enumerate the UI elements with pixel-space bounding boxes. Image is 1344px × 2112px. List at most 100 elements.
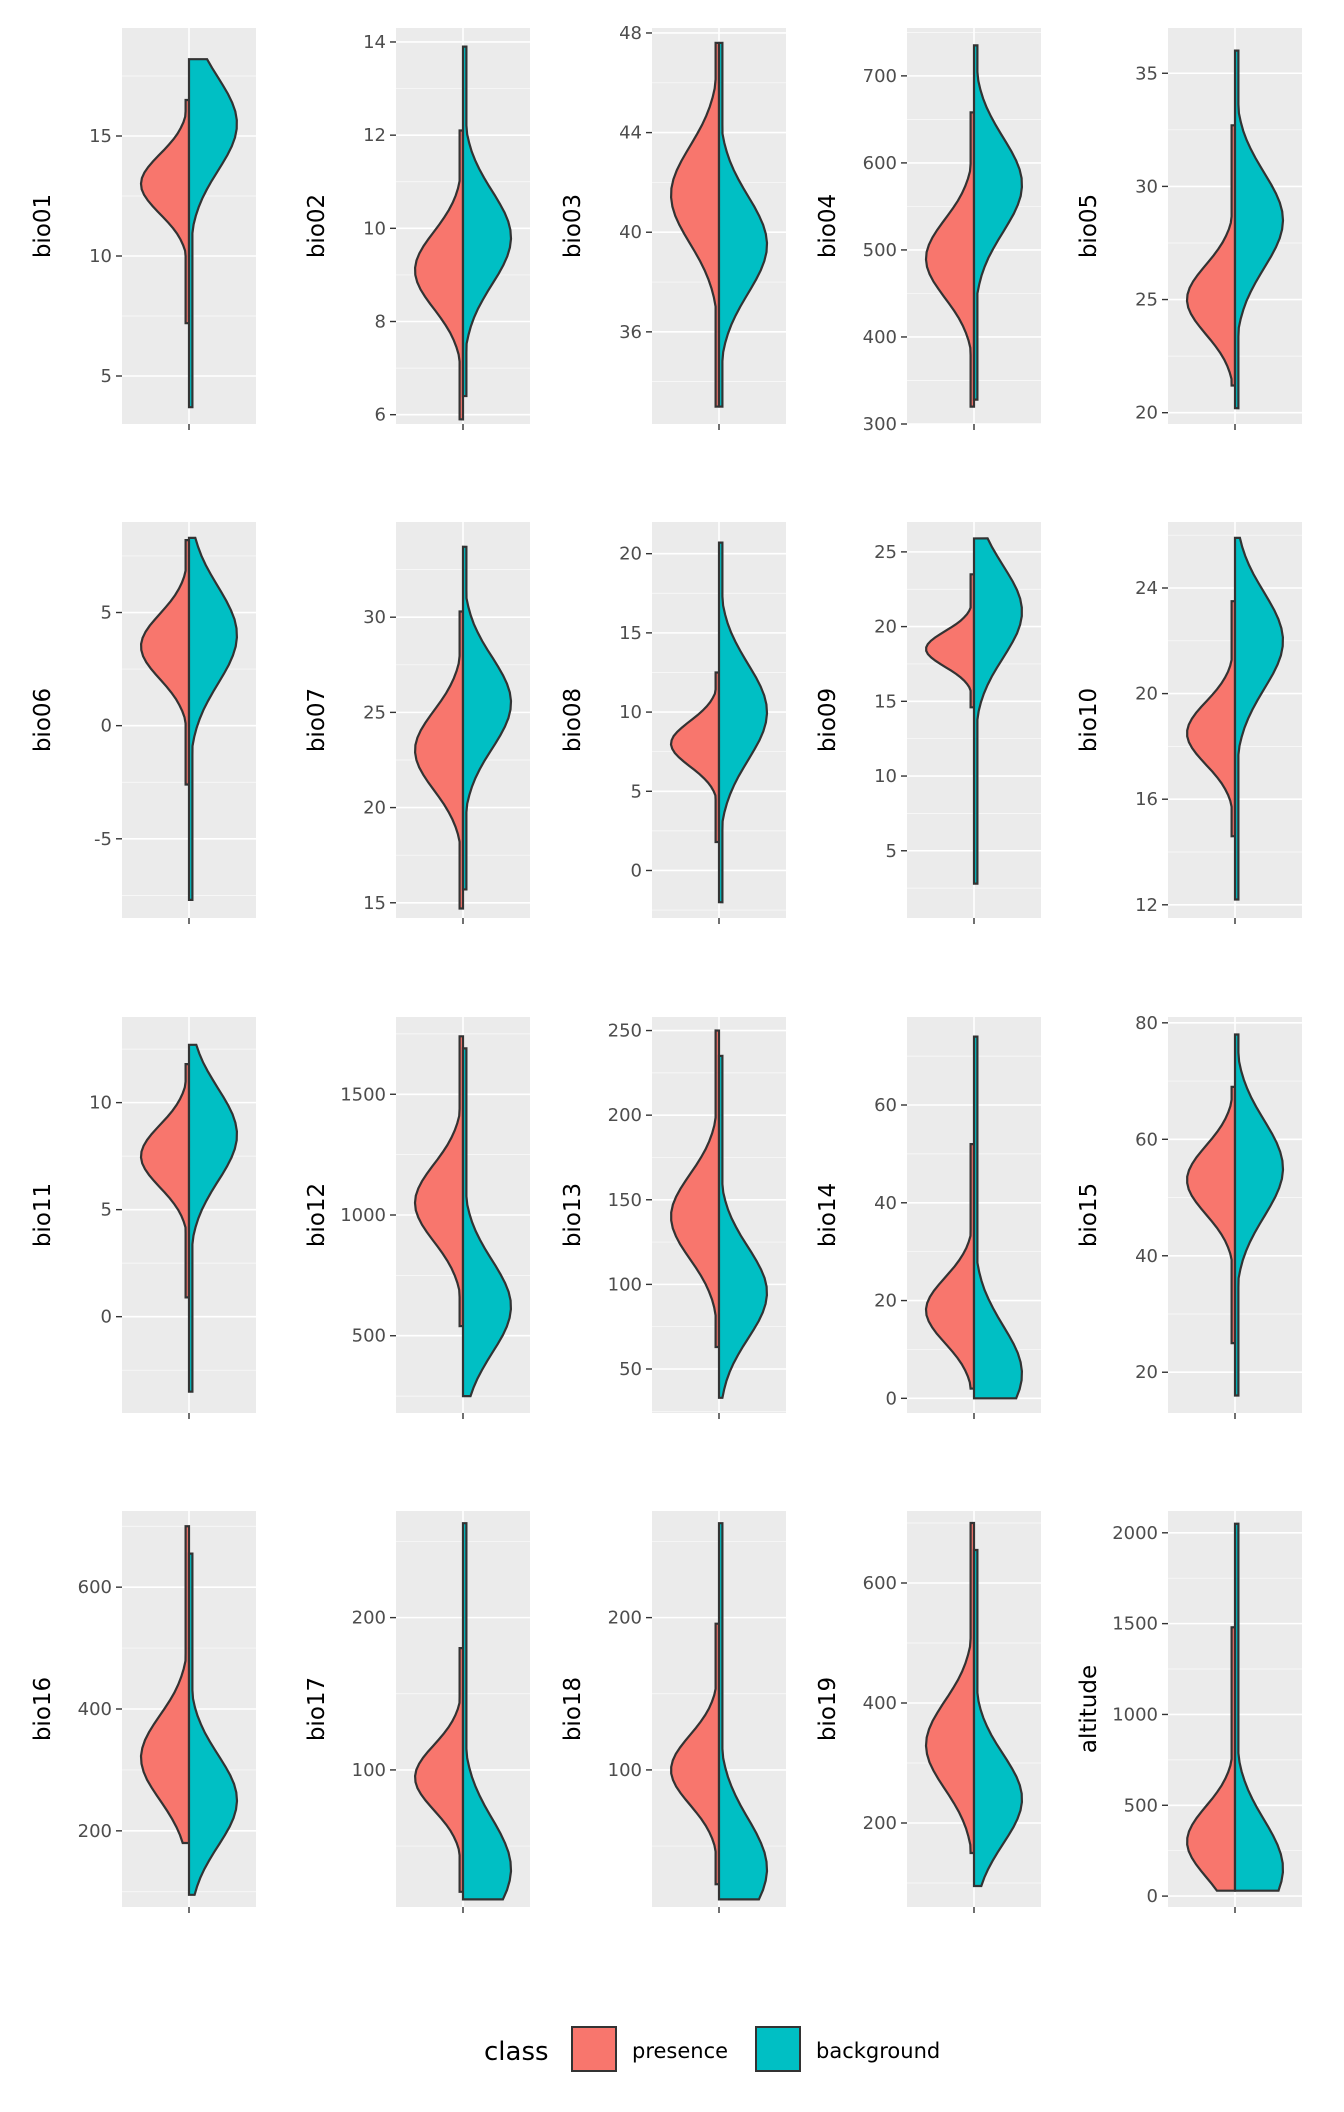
y-tick-label: 500 bbox=[352, 1326, 386, 1347]
panel-bio13: 50 100 150 200 250 bio13 bbox=[560, 1017, 786, 1419]
violin-presence-bio02 bbox=[413, 129, 465, 421]
y-tick-label: 200 bbox=[352, 1608, 386, 1629]
y-axis-title: bio06 bbox=[30, 688, 56, 752]
y-tick-label: 40 bbox=[874, 1193, 897, 1214]
violin-presence-bio12 bbox=[413, 1035, 465, 1328]
y-tick-label: 12 bbox=[1135, 895, 1158, 916]
y-axis-title: bio16 bbox=[30, 1677, 56, 1741]
y-tick-label: 5 bbox=[631, 781, 642, 802]
y-tick-label: 200 bbox=[863, 1813, 897, 1834]
y-tick-label: 200 bbox=[608, 1105, 642, 1126]
y-tick-label: 250 bbox=[608, 1021, 642, 1042]
y-axis-title: bio14 bbox=[815, 1183, 841, 1247]
y-tick-label: 200 bbox=[608, 1608, 642, 1629]
y-tick-label: 400 bbox=[863, 327, 897, 348]
y-axis-title: bio11 bbox=[30, 1183, 56, 1247]
y-tick-label: 0 bbox=[631, 860, 642, 881]
y-tick-label: 0 bbox=[101, 716, 112, 737]
y-tick-label: 15 bbox=[363, 893, 386, 914]
legend-label-presence: presence bbox=[632, 2039, 728, 2063]
y-tick-label: 30 bbox=[363, 607, 386, 628]
violin-background-bio14 bbox=[972, 1035, 1024, 1400]
y-tick-label: 48 bbox=[619, 23, 642, 44]
panel-bio03: 36 40 44 48 bio03 bbox=[560, 23, 786, 430]
y-tick-label: 8 bbox=[375, 312, 386, 333]
panel-bio07: 15 20 25 30 bio07 bbox=[304, 522, 530, 924]
panel-bio14: 0 20 40 60 bio14 bbox=[815, 1017, 1041, 1419]
y-tick-label: 60 bbox=[1135, 1129, 1158, 1150]
y-tick-label: 20 bbox=[1135, 403, 1158, 424]
panel-bio17: 100 200 bio17 bbox=[304, 1511, 530, 1913]
panel-bio05: 20 25 30 35 bio05 bbox=[1076, 28, 1302, 430]
panel-bio15: 20 40 60 80 bio15 bbox=[1076, 1013, 1302, 1419]
violin-background-bio08 bbox=[717, 541, 769, 904]
panel-bio11: 0 5 10 bio11 bbox=[30, 1017, 256, 1419]
y-tick-label: 10 bbox=[619, 702, 642, 723]
y-axis-title: bio05 bbox=[1076, 194, 1102, 258]
y-tick-label: 100 bbox=[608, 1274, 642, 1295]
y-tick-label: 0 bbox=[101, 1307, 112, 1328]
y-axis-title: bio17 bbox=[304, 1677, 330, 1741]
y-tick-label: 600 bbox=[863, 1573, 897, 1594]
legend-label-background: background bbox=[816, 2039, 940, 2063]
panel-bio01: 5 10 15 bio01 bbox=[30, 28, 256, 430]
violin-presence-bio17 bbox=[413, 1646, 465, 1893]
y-tick-label: 2000 bbox=[1112, 1523, 1158, 1544]
violin-presence-altitude bbox=[1186, 1626, 1237, 1892]
y-tick-label: 0 bbox=[1147, 1886, 1158, 1907]
violin-presence-bio08 bbox=[669, 671, 721, 844]
y-tick-label: 15 bbox=[874, 691, 897, 712]
legend-key-presence bbox=[571, 2026, 617, 2072]
violin-presence-bio03 bbox=[669, 41, 721, 408]
y-axis-title: bio15 bbox=[1076, 1183, 1102, 1247]
legend-key-background bbox=[755, 2026, 801, 2072]
y-tick-label: 5 bbox=[101, 366, 112, 387]
panel-bio09: 5 10 15 20 25 bio09 bbox=[815, 522, 1041, 924]
y-axis-title: bio12 bbox=[304, 1183, 330, 1247]
y-axis-title: bio02 bbox=[304, 194, 330, 258]
panel-bio12: 500 1000 1500 bio12 bbox=[304, 1017, 530, 1419]
violin-background-bio16 bbox=[187, 1552, 239, 1896]
violin-presence-bio10 bbox=[1186, 600, 1237, 838]
y-tick-label: 12 bbox=[363, 125, 386, 146]
y-tick-label: 100 bbox=[352, 1760, 386, 1781]
violin-presence-bio19 bbox=[924, 1521, 976, 1855]
y-tick-label: 400 bbox=[78, 1699, 112, 1720]
y-tick-label: 60 bbox=[874, 1095, 897, 1116]
violin-background-bio19 bbox=[972, 1548, 1024, 1888]
violin-background-bio07 bbox=[461, 545, 513, 891]
y-axis-title: altitude bbox=[1076, 1665, 1102, 1753]
violin-background-bio05 bbox=[1233, 49, 1285, 410]
y-tick-label: 40 bbox=[619, 222, 642, 243]
y-tick-label: 15 bbox=[89, 126, 112, 147]
panel-bio19: 200 400 600 bio19 bbox=[815, 1511, 1041, 1913]
panel-bio06: -5 0 5 bio06 bbox=[30, 522, 256, 924]
y-axis-title: bio03 bbox=[560, 194, 586, 258]
violin-presence-bio09 bbox=[925, 573, 976, 709]
legend: class presence background bbox=[484, 2026, 940, 2072]
y-axis-title: bio19 bbox=[815, 1677, 841, 1741]
panel-bio10: 12 16 20 24 bio10 bbox=[1076, 522, 1302, 924]
y-tick-label: 500 bbox=[1124, 1795, 1158, 1816]
y-tick-label: 200 bbox=[78, 1821, 112, 1842]
violin-presence-bio18 bbox=[670, 1622, 721, 1886]
violin-presence-bio16 bbox=[139, 1525, 191, 1845]
violin-presence-bio15 bbox=[1186, 1085, 1237, 1345]
y-tick-label: 20 bbox=[1135, 684, 1158, 705]
y-axis-title: bio01 bbox=[30, 194, 56, 258]
y-tick-label: 1000 bbox=[340, 1205, 386, 1226]
violin-background-bio13 bbox=[717, 1054, 769, 1399]
y-tick-label: 36 bbox=[619, 322, 642, 343]
violin-presence-bio04 bbox=[924, 111, 976, 408]
y-tick-label: 5 bbox=[886, 841, 897, 862]
y-tick-label: 1500 bbox=[340, 1084, 386, 1105]
y-axis-title: bio10 bbox=[1076, 688, 1102, 752]
y-axis-title: bio07 bbox=[304, 688, 330, 752]
violin-background-bio06 bbox=[187, 536, 239, 902]
y-tick-label: 25 bbox=[1135, 290, 1158, 311]
y-tick-label: 10 bbox=[89, 1093, 112, 1114]
y-tick-label: 600 bbox=[78, 1577, 112, 1598]
violin-background-bio15 bbox=[1233, 1033, 1285, 1397]
panel-bio08: 0 5 10 15 20 bio08 bbox=[560, 522, 786, 924]
